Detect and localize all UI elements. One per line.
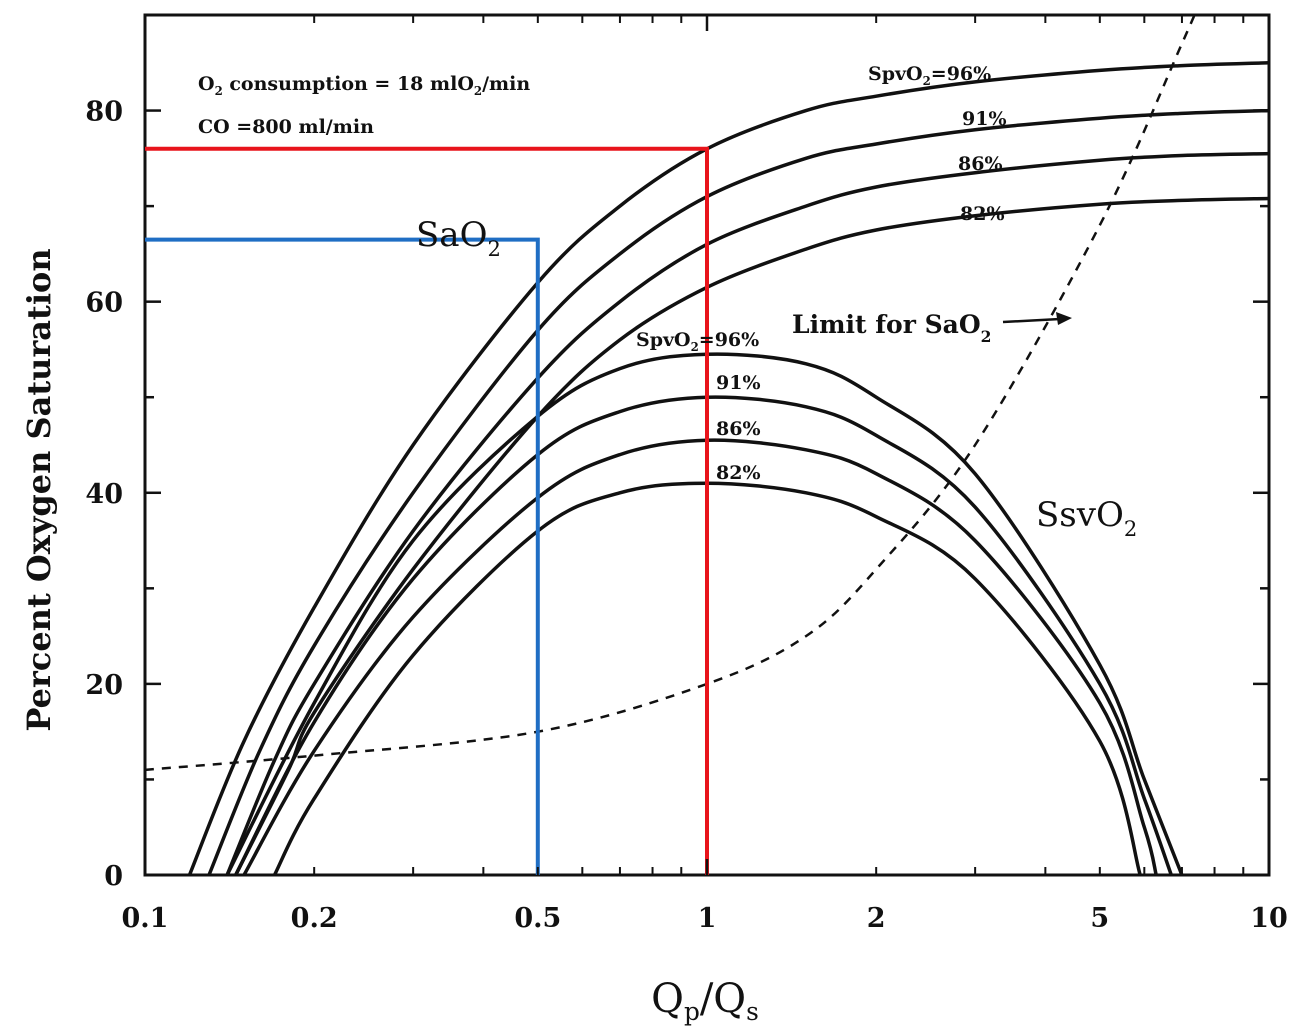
ssvo2-label: SsvO2 [1036, 495, 1137, 541]
y-tick-label: 40 [85, 479, 123, 510]
x-axis-label-sub1: p [684, 997, 700, 1026]
x-tick-label: 5 [1090, 903, 1109, 934]
x-axis-label: Qp/Qs [651, 976, 759, 1026]
x-tick-label: 1 [698, 903, 717, 934]
o2-consumption-note: O2 consumption = 18 mlO2/min [198, 73, 530, 98]
ssvo2-tag-91: 91% [716, 372, 761, 394]
x-tick-label: 0.2 [291, 903, 338, 934]
sao2-curve-3 [234, 196, 1270, 876]
sao2-curve-1 [207, 108, 1270, 876]
y-tick-label: 60 [85, 288, 123, 319]
x-tick-label: 10 [1250, 903, 1288, 934]
x-axis-label-sep: /Q [700, 976, 746, 1022]
ssvo2-tag-82: 82% [716, 462, 761, 484]
sao2-tag-91: 91% [962, 108, 1007, 130]
ssvo2-curve-2 [242, 438, 1158, 876]
curves [187, 61, 1270, 876]
sao2-label: SaO2 [416, 215, 501, 261]
x-axis-label-sub2: s [746, 997, 759, 1026]
y-tick-label: 80 [85, 97, 123, 128]
limit-curve [145, 15, 1196, 772]
cardiac-output-note: CO =800 ml/min [198, 116, 374, 138]
limit-for-sao2-curve [145, 15, 1196, 772]
sao2-tag-82: 82% [960, 203, 1005, 225]
x-tick-label: 0.1 [122, 903, 169, 934]
y-axis-label: Percent Oxygen Saturation [20, 248, 58, 731]
y-tick-label: 0 [104, 861, 123, 892]
spvo2-lower-label: SpvO2=96% [636, 329, 759, 354]
ssvo2-curve-0 [225, 352, 1184, 876]
limit-arrow [1002, 317, 1061, 324]
sao2-curve-2 [225, 151, 1270, 876]
y-tick-label: 20 [85, 670, 123, 701]
ssvo2-tag-86: 86% [716, 418, 761, 440]
sao2-tag-86: 86% [958, 153, 1003, 175]
highlight-lines [145, 146, 709, 875]
sao2-curve-0 [187, 61, 1270, 876]
limit-for-sao2-label: Limit for SaO2 [792, 310, 991, 346]
x-tick-label: 2 [867, 903, 886, 934]
x-axis-label-main: Q [651, 976, 684, 1022]
limit-arrowhead [1056, 312, 1072, 325]
spvo2-upper-label: SpvO2=96% [868, 63, 991, 88]
axis-ticks [143, 13, 1271, 877]
highlight-line-0 [145, 146, 709, 875]
ssvo2-curve-1 [234, 395, 1173, 876]
highlight-line-1 [145, 237, 540, 875]
axis-tick-labels: 0.1 0.2 0.5 1 2 5 10 0 20 40 60 80 [85, 97, 1287, 934]
x-tick-label: 0.5 [514, 903, 561, 934]
